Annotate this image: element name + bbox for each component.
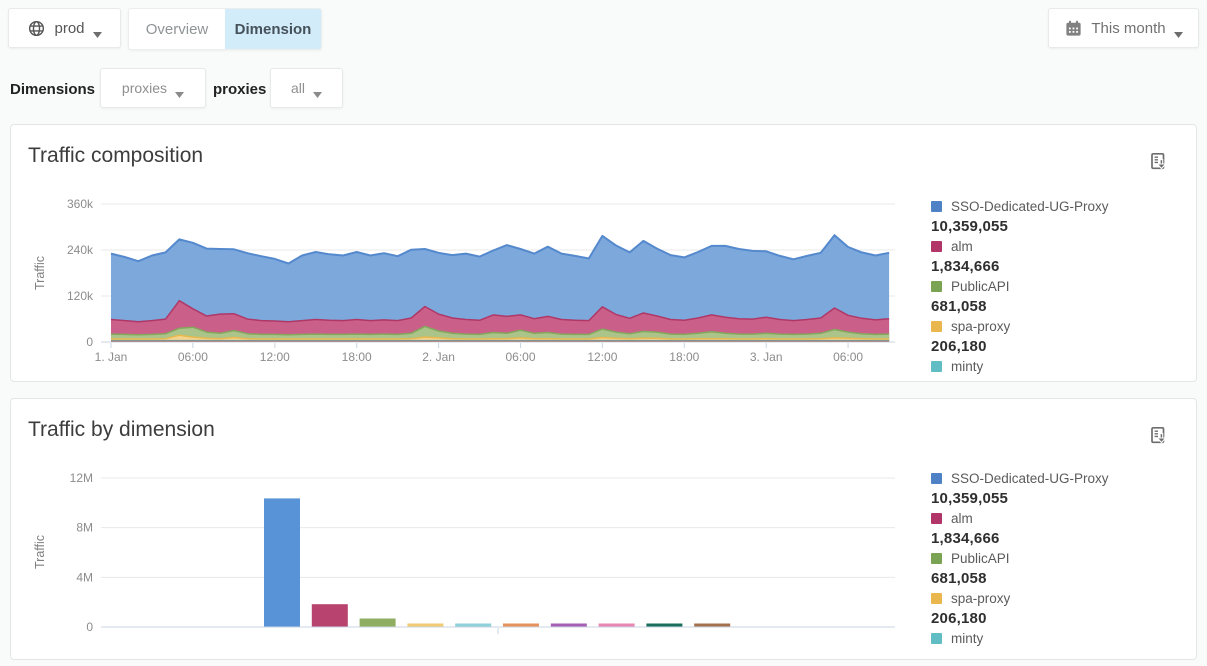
svg-text:4M: 4M (76, 570, 93, 584)
legend-series-name: alm (951, 239, 973, 254)
legend-swatch (931, 361, 942, 372)
legend-series-value: 1,834,666 (931, 530, 1000, 547)
chevron-down-icon (175, 85, 185, 98)
chevron-down-icon (1173, 25, 1183, 38)
svg-text:06:00: 06:00 (833, 350, 863, 364)
legend-item: minty (931, 357, 1193, 377)
svg-text:12:00: 12:00 (260, 350, 290, 364)
export-report-icon[interactable] (1148, 151, 1170, 173)
legend-series-name: spa-proxy (951, 319, 1011, 334)
legend-item: minty (931, 629, 1193, 649)
svg-text:12:00: 12:00 (587, 350, 617, 364)
dimension-type-value: proxies (121, 80, 168, 96)
date-range-selector[interactable]: This month (1048, 8, 1199, 48)
legend-series-name: PublicAPI (951, 279, 1010, 294)
dimension-type-dropdown[interactable]: proxies (100, 68, 206, 108)
legend-item: spa-proxy (931, 317, 1193, 337)
panel-title: Traffic by dimension (28, 418, 215, 441)
legend-series-value: 206,180 (931, 610, 987, 627)
traffic-by-dimension-chart: 0 4M 8M 12M Traffic (33, 471, 895, 634)
svg-text:0: 0 (86, 620, 93, 634)
legend-series-name: minty (951, 359, 984, 374)
legend-series-name: PublicAPI (951, 551, 1010, 566)
export-report-icon[interactable] (1148, 425, 1170, 447)
legend-series-value: 206,180 (931, 338, 987, 355)
legend-series-name: SSO-Dedicated-UG-Proxy (951, 471, 1109, 486)
svg-text:06:00: 06:00 (505, 350, 535, 364)
dimension-name-label: proxies (213, 81, 267, 98)
traffic-composition-legend: SSO-Dedicated-UG-Proxy 10,359,055 alm 1,834… (931, 197, 1193, 377)
svg-text:8M: 8M (76, 521, 93, 535)
tab-overview[interactable]: Overview (145, 20, 209, 38)
environment-name: prod (54, 19, 85, 37)
traffic-by-dimension-panel: Traffic by dimension 0 4M 8M 12M Traffic SSO… (10, 398, 1197, 660)
legend-swatch (931, 241, 942, 252)
legend-series-value: 10,359,055 (931, 490, 1009, 507)
svg-text:360k: 360k (67, 197, 94, 211)
globe-icon (27, 19, 46, 38)
legend-item: alm (931, 237, 1193, 257)
tab-dimension[interactable]: Dimension (225, 9, 321, 49)
legend-series-value: 10,359,055 (931, 218, 1009, 235)
panel-title: Traffic composition (28, 144, 204, 167)
legend-item: alm (931, 509, 1193, 529)
legend-series-name: spa-proxy (951, 591, 1011, 606)
chevron-down-icon (92, 25, 102, 38)
legend-series-value: 681,058 (931, 298, 987, 315)
dimension-filter-dropdown[interactable]: all (270, 68, 343, 108)
legend-series-name: alm (951, 511, 973, 526)
dimensions-section-label: Dimensions (10, 81, 96, 98)
legend-swatch (931, 633, 942, 644)
svg-text:0: 0 (86, 335, 93, 349)
legend-swatch (931, 593, 942, 604)
legend-swatch (931, 281, 942, 292)
legend-series-name: SSO-Dedicated-UG-Proxy (951, 199, 1109, 214)
svg-text:06:00: 06:00 (178, 350, 208, 364)
legend-item: SSO-Dedicated-UG-Proxy (931, 197, 1193, 217)
svg-text:2. Jan: 2. Jan (422, 350, 455, 364)
svg-text:3. Jan: 3. Jan (750, 350, 783, 364)
legend-swatch (931, 201, 942, 212)
svg-text:12M: 12M (70, 471, 93, 485)
svg-text:18:00: 18:00 (342, 350, 372, 364)
traffic-by-dimension-legend: SSO-Dedicated-UG-Proxy 10,359,055 alm 1,834… (931, 469, 1193, 649)
svg-text:Traffic: Traffic (33, 256, 47, 290)
svg-text:1. Jan: 1. Jan (95, 350, 128, 364)
environment-selector[interactable]: prod (8, 8, 121, 48)
legend-swatch (931, 321, 942, 332)
svg-text:120k: 120k (67, 289, 94, 303)
traffic-composition-panel: Traffic composition 0 120k 240k 360k Traffic… (10, 124, 1197, 382)
legend-item: spa-proxy (931, 589, 1193, 609)
legend-swatch (931, 553, 942, 564)
legend-series-value: 1,834,666 (931, 258, 1000, 275)
chevron-down-icon (313, 85, 322, 98)
traffic-composition-chart: 0 120k 240k 360k Traffic 1. Jan 06:00 12:00 18:0… (33, 197, 895, 364)
svg-text:Traffic: Traffic (33, 535, 47, 569)
view-tabs: Overview Dimension (128, 8, 322, 50)
legend-item: SSO-Dedicated-UG-Proxy (931, 469, 1193, 489)
calendar-icon (1064, 19, 1083, 38)
legend-swatch (931, 513, 942, 524)
legend-series-name: minty (951, 631, 984, 646)
dimension-filter-value: all (290, 80, 305, 96)
legend-series-value: 681,058 (931, 570, 987, 587)
svg-text:240k: 240k (67, 243, 94, 257)
date-range-label: This month (1091, 19, 1166, 37)
svg-text:18:00: 18:00 (669, 350, 699, 364)
legend-swatch (931, 473, 942, 484)
legend-item: PublicAPI (931, 277, 1193, 297)
legend-item: PublicAPI (931, 549, 1193, 569)
